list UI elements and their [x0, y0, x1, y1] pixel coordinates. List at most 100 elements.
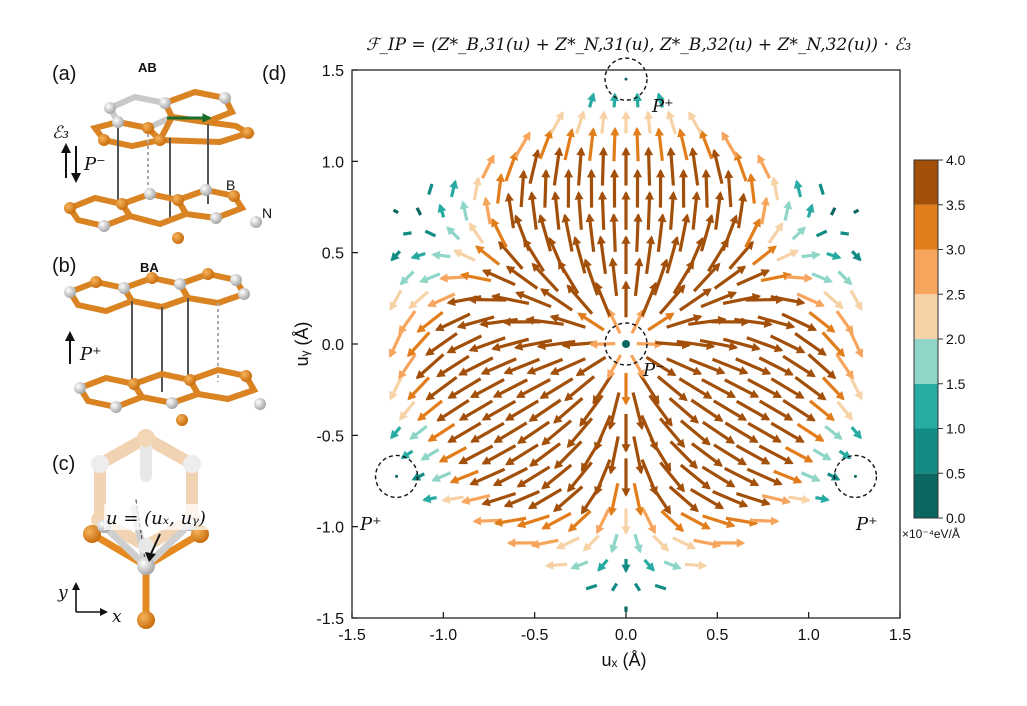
field-arrow — [721, 131, 738, 158]
field-arrow — [823, 290, 844, 310]
field-arrow — [788, 494, 811, 504]
field-arrow — [475, 245, 501, 266]
field-arrow — [713, 265, 747, 290]
field-arrow — [529, 442, 562, 467]
field-arrow — [598, 146, 608, 186]
field-arrow — [456, 315, 495, 330]
domain-center-dot — [395, 474, 399, 478]
field-arrow — [658, 417, 686, 448]
field-arrow — [658, 284, 686, 315]
field-arrow — [621, 110, 631, 134]
field-arrow — [415, 207, 423, 216]
field-arrow — [640, 281, 658, 317]
field-arrow — [684, 560, 708, 570]
field-arrow — [758, 444, 794, 465]
field-arrow — [638, 372, 660, 405]
field-arrow — [692, 262, 721, 293]
y-tick-label: -1.0 — [316, 520, 344, 537]
field-arrow — [621, 508, 631, 536]
field-arrow — [458, 399, 494, 421]
y-tick-label: -0.5 — [316, 428, 344, 445]
field-arrow — [652, 534, 670, 552]
field-arrow — [530, 538, 559, 549]
field-arrow — [849, 331, 864, 358]
field-arrow — [699, 213, 715, 252]
field-arrow — [672, 536, 697, 550]
field-arrow — [592, 372, 614, 405]
field-arrow — [539, 377, 574, 400]
field-arrow — [594, 414, 612, 452]
field-arrow — [441, 494, 464, 504]
field-arrow — [715, 538, 746, 548]
field-arrow — [781, 312, 818, 332]
field-arrow — [527, 191, 538, 230]
field-arrow — [528, 148, 541, 185]
field-arrow — [531, 262, 560, 293]
axis-ticks: -1.5 -1.0 -0.5 0.0 0.5 1.0 1.5 -1.5 -1.0 -0.5 0.0 0… — [316, 63, 911, 644]
field-arrow — [470, 421, 505, 443]
field-arrow — [751, 245, 777, 266]
colorbar-tick-label: 0.0 — [946, 510, 966, 526]
field-arrow — [735, 444, 771, 465]
field-arrow — [594, 281, 612, 317]
field-arrow — [835, 310, 854, 335]
colorbar-bin — [914, 294, 938, 339]
field-arrow — [594, 458, 612, 496]
ba-columns — [131, 298, 219, 392]
field-arrow — [566, 417, 594, 448]
field-arrow — [654, 127, 664, 162]
field-arrow — [722, 337, 761, 352]
colorbar-tick-label: 0.5 — [946, 465, 966, 481]
field-arrow — [419, 272, 441, 284]
field-arrow — [688, 111, 703, 134]
field-arrow — [469, 378, 505, 399]
field-arrow — [490, 293, 530, 305]
field-arrow — [563, 128, 575, 161]
polarization-a: P⁻ — [83, 154, 106, 175]
field-arrow — [656, 92, 665, 108]
field-arrow — [541, 511, 572, 530]
field-arrow — [666, 357, 703, 376]
field-arrow — [621, 372, 631, 406]
field-arrow — [537, 213, 553, 252]
field-arrow — [439, 273, 466, 283]
field-arrow — [712, 399, 748, 422]
field-arrow — [668, 191, 678, 230]
field-arrow — [761, 493, 792, 505]
field-arrow — [663, 560, 682, 570]
field-arrow — [468, 222, 485, 244]
field-arrow — [447, 377, 482, 400]
field-arrow — [679, 419, 711, 446]
domain-center-dot — [622, 340, 630, 348]
field-arrow — [656, 168, 666, 208]
field-arrow — [446, 334, 483, 354]
colorbar-tick-label: 1.5 — [946, 376, 966, 392]
field-arrow — [505, 265, 539, 290]
field-arrow — [597, 190, 608, 230]
field-arrow — [481, 269, 516, 287]
field-arrow — [436, 354, 470, 378]
field-arrow — [551, 191, 561, 230]
field-arrow — [782, 354, 816, 378]
marker-label-left: P⁺ — [359, 514, 382, 535]
field-arrow — [821, 331, 846, 358]
field-arrow — [472, 516, 502, 526]
x-tick-label: -0.5 — [521, 627, 549, 644]
field-arrow — [808, 399, 835, 422]
field-arrow — [495, 173, 505, 204]
marker-circles — [374, 57, 878, 499]
field-arrow — [609, 168, 620, 208]
field-arrow — [518, 169, 528, 208]
domain-center-dot — [624, 77, 628, 81]
field-arrow — [688, 357, 726, 375]
panel-b: (b) BA P⁺ — [52, 255, 266, 426]
field-arrow — [679, 463, 711, 490]
field-arrow — [632, 92, 643, 108]
x-tick-label: 1.0 — [798, 627, 820, 644]
field-arrow — [631, 392, 645, 431]
panel-a-stacking: AB — [138, 60, 157, 75]
field-arrow — [399, 270, 415, 286]
field-arrow — [411, 472, 426, 481]
field-arrow — [407, 376, 431, 401]
field-arrow — [786, 273, 813, 283]
